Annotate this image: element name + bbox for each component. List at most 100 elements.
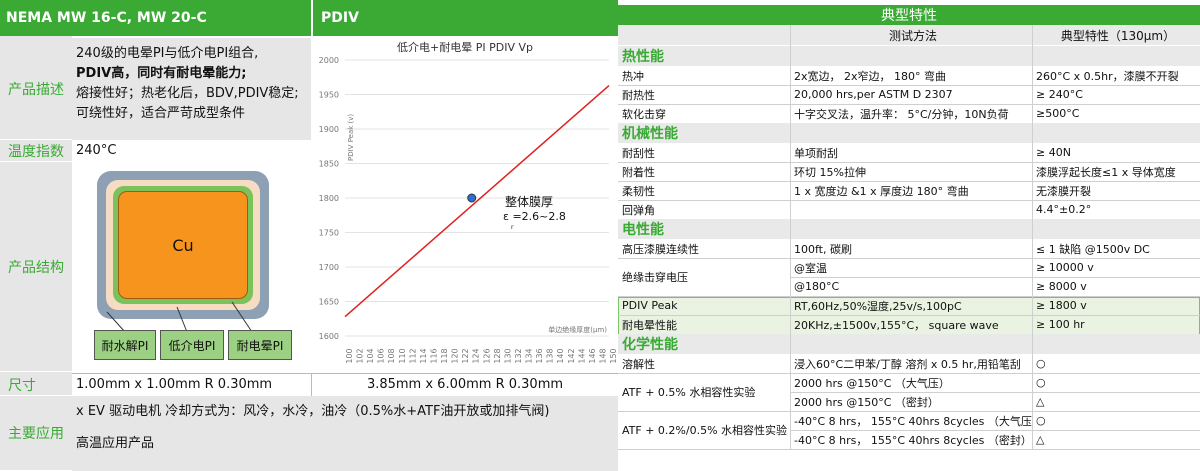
- label-column: [0, 36, 72, 471]
- row-divider: [618, 162, 1200, 163]
- row-divider: [618, 373, 1200, 374]
- section-mech: 机械性能: [618, 123, 1200, 143]
- pdiv-highlight: [618, 297, 1200, 335]
- pdiv-chart: 低介电+耐电晕 PI PDIV Vp 2000 1950 1900 1850 1800 17…: [313, 36, 618, 372]
- divider: [311, 374, 312, 396]
- row-value: 无漆膜开裂: [1036, 184, 1091, 198]
- row-value: ≥ 240°C: [1036, 88, 1083, 101]
- annotation-subscript: r: [511, 224, 514, 231]
- row-method: 20KHz,±1500v,155°C， square wave: [794, 318, 999, 332]
- row-method: 100ft, 碳刷: [794, 242, 852, 256]
- y-tick-label: 1600: [319, 332, 339, 341]
- x-tick-label: 112: [408, 348, 417, 363]
- app-line: 高温应用产品: [76, 436, 155, 451]
- x-tick-label: 116: [429, 348, 438, 363]
- x-tick-label: 138: [546, 348, 555, 363]
- row-name: 热冲: [622, 69, 644, 83]
- row-method: [790, 200, 1032, 219]
- row-divider: [790, 277, 1200, 278]
- row-value: ≥ 40N: [1036, 146, 1071, 159]
- size-value-2: 3.85mm x 6.00mm R 0.30mm: [366, 377, 564, 392]
- row-method: 环切 15%拉伸: [794, 165, 866, 179]
- desc-box: 240级的电晕PI与低介电PI组合, PDIV高，同时有耐电晕能力; 熔接性好；…: [72, 38, 311, 140]
- desc-line: 熔接性好；热老化后，BDV,PDIV稳定;: [76, 86, 299, 101]
- x-tick-label: 100: [345, 348, 354, 363]
- struct-label: 产品结构: [0, 162, 72, 372]
- row-divider: [618, 258, 1200, 259]
- pdiv-chart-svg: 低介电+耐电晕 PI PDIV Vp 2000 1950 1900 1850 1800 17…: [319, 41, 618, 364]
- y-tick-label: 1750: [319, 229, 339, 238]
- row-method: 单项耐刮: [794, 146, 838, 160]
- row-value: ○: [1036, 357, 1046, 370]
- row-value: 4.4°±0.2°: [1036, 203, 1092, 216]
- col-divider: [790, 25, 791, 449]
- row-divider: [618, 200, 1200, 201]
- header-title: NEMA MW 16-C, MW 20-C: [0, 0, 311, 36]
- annotation-title: 整体膜厚: [505, 194, 553, 209]
- tag-corona-pi: 耐电晕PI: [228, 330, 292, 360]
- row-value: ≤ 1 缺陷 @1500v DC: [1036, 242, 1150, 256]
- row-name: 溶解性: [622, 357, 655, 371]
- row-value: 260°C x 0.5hr，漆膜不开裂: [1036, 69, 1179, 83]
- x-tick-label: 140: [556, 348, 565, 363]
- x-tick-label: 106: [377, 348, 386, 363]
- y-tick-label: 1800: [319, 194, 339, 203]
- row-divider: [618, 449, 1200, 450]
- row-value: ≥500°C: [1036, 107, 1080, 120]
- chart-title: 低介电+耐电晕 PI PDIV Vp: [397, 41, 533, 54]
- row-method: 浸入60°C二甲苯/丁醇 溶剂 x 0.5 hr,用铅笔刮: [794, 357, 1021, 371]
- x-tick-label: 150: [609, 348, 618, 363]
- col-divider: [1032, 25, 1033, 449]
- col-method-header: 测试方法: [888, 28, 937, 43]
- x-tick-label: 124: [472, 348, 481, 363]
- row-divider: [618, 104, 1200, 105]
- copper-core: Cu: [118, 191, 248, 299]
- row-value: △: [1036, 433, 1045, 446]
- x-tick-label: 142: [567, 348, 576, 363]
- row-name: 柔韧性: [622, 184, 655, 198]
- y-tick-label: 1950: [319, 91, 339, 100]
- row-value: ≥ 1800 v: [1036, 299, 1087, 312]
- temp-value: 240°C: [76, 143, 117, 158]
- x-tick-label: 102: [356, 348, 365, 363]
- pdiv-series-line: [344, 84, 610, 318]
- x-tick-label: 132: [514, 348, 523, 363]
- x-tick-label: 134: [525, 348, 534, 363]
- row-name: ATF + 0.2%/0.5% 水相容性实验: [622, 424, 788, 437]
- row-value: 漆膜浮起长度≤1 x 导体宽度: [1036, 165, 1176, 179]
- row-method: RT,60Hz,50%湿度,25v/s,100pC: [794, 299, 962, 313]
- row-name: 耐热性: [622, 88, 655, 102]
- section-elec: 电性能: [618, 219, 1200, 239]
- desc-line: 可绕性好，适合严苛成型条件: [76, 106, 246, 121]
- x-tick-label: 128: [493, 348, 502, 363]
- row-name: 软化击穿: [622, 107, 666, 121]
- row-name: 耐电晕性能: [622, 318, 677, 332]
- row-name: 绝缘击穿电压: [622, 271, 688, 284]
- x-tick-label: 118: [440, 348, 449, 363]
- row-name: 耐刮性: [622, 146, 655, 160]
- row-method: 20,000 hrs,per ASTM D 2307: [794, 88, 953, 101]
- temp-label: 温度指数: [0, 140, 72, 162]
- row-value: ≥ 100 hr: [1036, 318, 1085, 331]
- row-divider: [618, 181, 1200, 182]
- header-pdiv: PDIV: [313, 0, 618, 36]
- row-method: 1 x 宽度边 &1 x 厚度边 180° 弯曲: [794, 184, 969, 198]
- tag-low-dielectric-pi: 低介电PI: [160, 330, 224, 360]
- app-line: x EV 驱动电机 冷却方式为：风冷，水冷，油冷（0.5%水+ATF油开放或加排…: [76, 404, 550, 419]
- desc-label: 产品描述: [0, 38, 72, 140]
- row-method: 2x宽边， 2x窄边， 180° 弯曲: [794, 69, 947, 83]
- x-tick-label: 104: [366, 348, 375, 363]
- row-value: ○: [1036, 414, 1046, 427]
- row-divider: [790, 392, 1200, 393]
- divider: [72, 373, 618, 374]
- desc-line: 240级的电晕PI与低介电PI组合,: [76, 46, 259, 61]
- row-name: PDIV Peak: [622, 299, 678, 312]
- row-divider: [618, 315, 1200, 316]
- row-divider: [618, 296, 1200, 297]
- y-tick-label: 1650: [319, 298, 339, 307]
- row-method: -40°C 8 hrs， 155°C 40hrs 8cycles （密封）: [794, 433, 1032, 447]
- structure-diagram: Cu 耐水解PI 低介电PI 耐电晕PI: [72, 162, 311, 372]
- row-name: 回弹角: [622, 203, 655, 217]
- desc-line: PDIV高，同时有耐电晕能力;: [76, 66, 247, 81]
- section-thermal: 热性能: [618, 46, 1200, 66]
